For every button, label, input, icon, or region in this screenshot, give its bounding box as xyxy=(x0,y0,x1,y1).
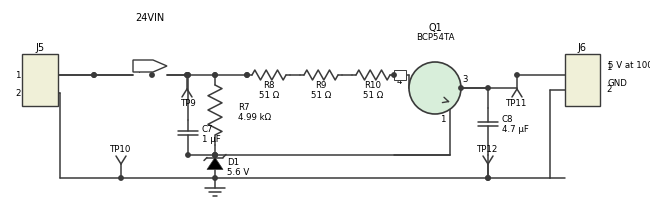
Text: 1 μF: 1 μF xyxy=(202,135,221,143)
Text: R10: R10 xyxy=(365,81,382,90)
Circle shape xyxy=(409,62,461,114)
Text: R8: R8 xyxy=(263,81,275,90)
Circle shape xyxy=(186,73,190,77)
Bar xyxy=(22,54,58,106)
Text: TP9: TP9 xyxy=(181,99,197,107)
Text: 4.99 kΩ: 4.99 kΩ xyxy=(238,114,271,122)
Circle shape xyxy=(486,176,490,180)
Text: R7: R7 xyxy=(238,103,250,113)
Text: C7: C7 xyxy=(202,124,213,134)
Text: 5.6 V: 5.6 V xyxy=(227,168,249,177)
Circle shape xyxy=(186,153,190,157)
Circle shape xyxy=(213,153,217,157)
Circle shape xyxy=(245,73,249,77)
Text: 4.7 μF: 4.7 μF xyxy=(502,125,529,135)
Text: GND: GND xyxy=(30,83,50,93)
Text: J5: J5 xyxy=(36,43,45,53)
Text: 24VIN: 24VIN xyxy=(135,13,164,23)
Circle shape xyxy=(92,73,96,77)
Polygon shape xyxy=(133,60,167,72)
Text: 1: 1 xyxy=(606,63,612,73)
Circle shape xyxy=(392,73,396,77)
Text: TP11: TP11 xyxy=(506,100,528,108)
Circle shape xyxy=(150,73,154,77)
Bar xyxy=(394,70,406,80)
Text: 24VIN: 24VIN xyxy=(27,64,53,74)
Circle shape xyxy=(185,73,189,77)
Text: J6: J6 xyxy=(577,43,586,53)
Text: C8: C8 xyxy=(502,116,514,124)
Text: TP12: TP12 xyxy=(477,145,499,155)
Circle shape xyxy=(213,153,217,157)
Text: D1: D1 xyxy=(227,158,239,167)
Circle shape xyxy=(213,73,217,77)
Circle shape xyxy=(185,73,189,77)
Circle shape xyxy=(92,73,96,77)
Text: 2: 2 xyxy=(15,88,21,98)
Circle shape xyxy=(515,73,519,77)
Text: 3: 3 xyxy=(462,76,468,84)
Bar xyxy=(565,54,600,106)
Text: 51 Ω: 51 Ω xyxy=(363,90,383,100)
Text: TP10: TP10 xyxy=(111,145,132,155)
Circle shape xyxy=(213,73,217,77)
Circle shape xyxy=(245,73,249,77)
Text: 51 Ω: 51 Ω xyxy=(259,90,279,100)
Circle shape xyxy=(486,86,490,90)
Text: 1: 1 xyxy=(15,70,21,80)
Text: 5 V at 100 mA: 5 V at 100 mA xyxy=(608,61,650,69)
Text: R9: R9 xyxy=(315,81,327,90)
Text: GND: GND xyxy=(608,80,628,88)
Text: 51 Ω: 51 Ω xyxy=(311,90,331,100)
Text: Q1: Q1 xyxy=(428,23,442,33)
Circle shape xyxy=(486,176,490,180)
Circle shape xyxy=(186,73,190,77)
Text: 4: 4 xyxy=(396,78,402,86)
Text: 1: 1 xyxy=(440,115,446,123)
Text: 2: 2 xyxy=(606,85,612,95)
Text: 2: 2 xyxy=(398,72,402,78)
Circle shape xyxy=(459,86,463,90)
Polygon shape xyxy=(207,158,223,169)
Circle shape xyxy=(213,176,217,180)
Circle shape xyxy=(213,153,217,157)
Text: BCP54TA: BCP54TA xyxy=(416,34,454,42)
Circle shape xyxy=(119,176,124,180)
